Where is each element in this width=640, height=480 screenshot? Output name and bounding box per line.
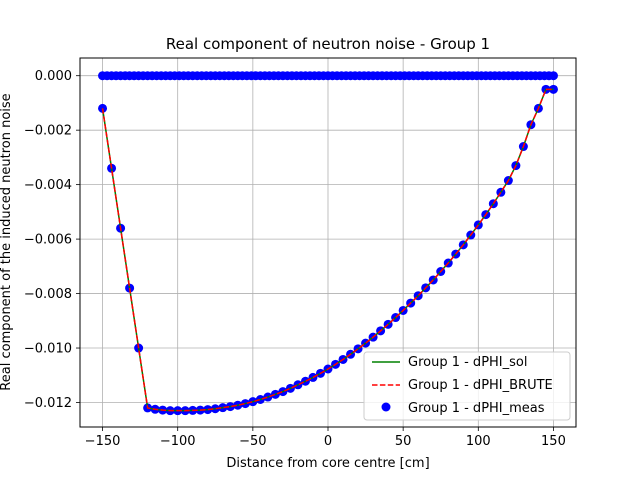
data-point-2 [98, 103, 108, 113]
x-tick-label: 100 [466, 434, 491, 449]
chart-title: Real component of neutron noise - Group … [166, 35, 490, 53]
y-axis-title: Real component of the induced neutron no… [0, 93, 14, 390]
legend-box [363, 351, 571, 421]
data-point-2 [548, 84, 558, 94]
y-tick-label: 0.000 [35, 69, 72, 84]
x-tick-label: −150 [85, 434, 121, 449]
series-line-0 [101, 88, 554, 412]
y-tick-label: −0.010 [24, 342, 72, 357]
x-tick-label: 0 [324, 434, 332, 449]
tick-layer: −150 −100 −50 0 50 100 150 0.000 −0.002 −0.004 −0.… [24, 69, 566, 449]
series-layer [98, 71, 558, 416]
x-tick-label: −50 [239, 434, 266, 449]
legend: Group 1 - dPHI_sol Group 1 - dPHI_BRUTE … [363, 351, 571, 421]
legend-swatch-meas [381, 402, 391, 412]
y-tick-label: −0.002 [24, 124, 72, 139]
y-tick-label: −0.008 [24, 287, 72, 302]
y-tick-label: −0.004 [24, 178, 72, 193]
data-point-3 [548, 71, 558, 81]
x-tick-label: 50 [395, 434, 412, 449]
x-tick-label: 150 [541, 434, 566, 449]
x-tick-label: −100 [160, 434, 196, 449]
x-axis-title: Distance from core centre [cm] [226, 456, 429, 471]
legend-label-meas: Group 1 - dPHI_meas [408, 401, 545, 416]
legend-label-sol: Group 1 - dPHI_sol [408, 355, 527, 370]
y-tick-label: −0.006 [24, 233, 72, 248]
y-tick-label: −0.012 [24, 396, 72, 411]
legend-label-brute: Group 1 - dPHI_BRUTE [408, 378, 553, 393]
